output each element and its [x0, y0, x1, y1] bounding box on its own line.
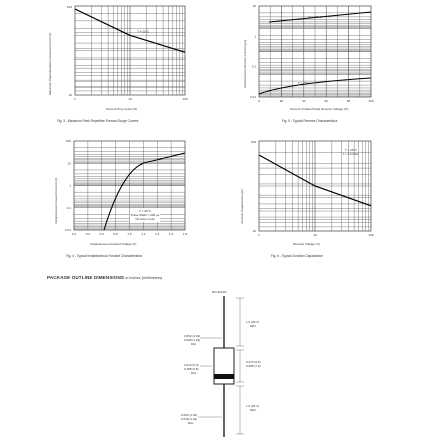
fig4-ytick: 0.1	[67, 206, 72, 210]
fig4-ytick: 1	[69, 184, 71, 188]
fig4-xlabel: Instantaneous Forward Voltage (V)	[90, 242, 137, 246]
fig6-xtick: 1	[258, 233, 260, 237]
fig3-caption: Fig. 3 - Maximum Peak Repetitive Forward…	[57, 119, 139, 123]
fig5-caption: Fig. 5 - Typical Reverse Characteristics	[282, 119, 338, 123]
fig6-xtick: 100	[368, 233, 373, 237]
fig3-ylabel: Maximum Peak Repetitive Forward Current …	[48, 32, 52, 95]
fig3-xtick: 1	[74, 97, 76, 101]
fig4-ylabel: Instantaneous Forward Current (A)	[54, 177, 58, 224]
min-len-top-min: MIN.	[250, 324, 257, 328]
fig4-ytick: 10	[68, 161, 72, 165]
body-len-1: 0.375 (9.5)	[246, 360, 261, 364]
fig5-xlabel: Percent of Rated Peak Reverse Voltage (%…	[290, 107, 349, 111]
fig5-curve-25c	[258, 77, 372, 95]
fig3-xlabel: Percent Duty Cycle (%)	[106, 107, 138, 111]
fig4-xtick: 1.2	[141, 232, 146, 236]
min-len-top: 1.0 (25.4)	[246, 320, 259, 324]
min-len-bottom-min: MIN.	[250, 408, 257, 412]
lead-dia-bottom-dia: DIA.	[188, 421, 194, 425]
fig3-xtick: 100	[182, 97, 187, 101]
body-dia-dia: DIA.	[191, 371, 197, 375]
lead-dia-bottom: 0.052 (1.32)	[181, 413, 198, 417]
fig4-xtick: 0.2	[72, 232, 77, 236]
fig5-xtick: 40	[302, 99, 306, 103]
fig5-curve-bottom-label: T = 25°C	[298, 81, 311, 85]
fig4-ytick: 0.01	[65, 228, 71, 232]
fig4-curve	[103, 152, 186, 231]
fig5-ytick: 10	[253, 4, 257, 8]
fig3-curve	[74, 8, 186, 53]
fig5-ylabel: Instantaneous Reverse Current (µA)	[243, 39, 247, 88]
fig4-xtick: 0.6	[100, 232, 105, 236]
fig4-xtick: 1.4	[155, 232, 160, 236]
fig5-curve-125c	[268, 11, 372, 23]
fig5-curve-top-label: T = 125°C	[308, 15, 322, 19]
fig4-note-line3: 1% Duty Cycle	[135, 217, 155, 221]
fig3-ytick: 10	[69, 93, 73, 97]
body-dia-1: 0.210 (5.3)	[184, 363, 199, 367]
fig5-ytick: 1	[254, 34, 256, 38]
lead-dia-top-dia: DIA.	[191, 342, 197, 346]
fig4-xtick: 0.8	[114, 232, 119, 236]
fig5-xtick: 100	[368, 99, 373, 103]
fig6-caption: Fig. 6 - Typical Junction Capacitance	[271, 254, 324, 258]
fig4-xtick: 1.0	[127, 232, 132, 236]
body-len-2: 0.285 (7.2)	[246, 364, 261, 368]
fig3-xtick: 10	[128, 97, 132, 101]
fig6-note-line2: f = 1.0 MHz	[343, 152, 359, 156]
cathode-band	[214, 374, 234, 379]
package-title: PACKAGE OUTLINE DIMENSIONS in inches (mi…	[47, 275, 163, 280]
lead-dia-bottom-2: 0.048 (1.22)	[181, 417, 198, 421]
fig5-xtick: 80	[347, 99, 351, 103]
fig6-note-line1: T = 25°C	[345, 148, 358, 152]
min-len-bottom: 1.0 (25.4)	[246, 404, 259, 408]
fig5-ytick: 0.01	[250, 95, 256, 99]
fig5-xtick: 0	[258, 99, 260, 103]
body-dia-2: 0.188 (4.8)	[184, 367, 199, 371]
package-units-note: in inches (millimeters)	[125, 276, 163, 280]
fig6-xtick: 10	[313, 233, 317, 237]
fig4-xtick: 0.4	[86, 232, 91, 236]
fig4-note-box	[130, 208, 160, 222]
fig5-xtick: 20	[280, 99, 284, 103]
package-name: DO-201AD	[212, 290, 227, 294]
fig4-ytick: 100	[66, 139, 71, 143]
fig4-note-line1: T = 25°C	[139, 209, 152, 213]
fig5-ytick: 0.1	[252, 65, 257, 69]
fig4-xtick: 1.8	[183, 232, 188, 236]
fig4-xtick: 1.6	[169, 232, 174, 236]
fig6-ytick: 100	[251, 140, 256, 144]
fig3-ytick: 100	[67, 5, 72, 9]
lead-dia-top: 0.052 (1.32)	[184, 334, 201, 338]
lead-dia-top-2: 0.048 (1.22)	[184, 338, 201, 342]
fig4-note-line2: Pulse Width = 300 µs	[131, 213, 160, 217]
fig5-xtick: 60	[325, 99, 329, 103]
fig3-curve-label: T = 25°C	[137, 30, 150, 34]
fig6-curve	[258, 154, 372, 207]
fig6-xlabel: Reverse Voltage (V)	[293, 242, 320, 246]
fig6-ylabel: Junction Capacitance (pF)	[240, 188, 244, 224]
fig4-caption: Fig. 4 - Typical Instantaneous Forward C…	[66, 254, 143, 258]
fig6-ytick: 10	[253, 229, 257, 233]
